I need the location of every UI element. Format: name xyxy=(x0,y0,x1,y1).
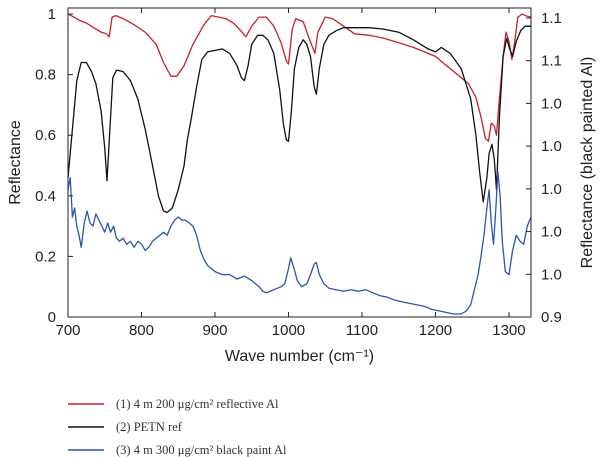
y2-tick-label: 1.0 xyxy=(541,138,562,155)
legend-label-1: (1) 4 m 200 μg/cm² reflective Al xyxy=(116,397,279,411)
x-tick-label: 1300 xyxy=(492,322,525,339)
x-tick-label: 700 xyxy=(55,322,80,339)
x-axis-label: Wave number (cm⁻¹) xyxy=(225,348,374,365)
series-line-3 xyxy=(67,170,532,315)
y-tick-label: 0.2 xyxy=(35,248,56,265)
y2-tick-label: 1.0 xyxy=(541,224,562,241)
x-tick-label: 1000 xyxy=(272,322,305,339)
series-line-2 xyxy=(67,25,531,214)
axes: 700 800 900 1000 1100 1200 1300 0 0.2 0.4 0.6 0.8 1 0… xyxy=(35,6,562,339)
y2-tick-label: 1.0 xyxy=(541,95,562,112)
x-tick-label: 1200 xyxy=(419,322,452,339)
y-tick-label: 0.4 xyxy=(35,188,56,205)
legend-label-2: (2) PETN ref xyxy=(116,420,183,434)
plot-lines xyxy=(67,13,532,315)
plot-frame xyxy=(67,7,532,318)
y-tick-label: 0 xyxy=(48,309,56,326)
y2-tick-label: 1.0 xyxy=(541,181,562,198)
y2-axis-label: Reflectance (black painted Al) xyxy=(579,57,596,269)
x-tick-label: 900 xyxy=(202,322,227,339)
legend-label-3: (3) 4 m 300 μg/cm² black paint Al xyxy=(116,443,287,457)
x-tick-label: 800 xyxy=(129,322,154,339)
series-line-1 xyxy=(67,13,532,142)
y-tick-label: 0.6 xyxy=(35,127,56,144)
y2-tick-label: 1.1 xyxy=(541,53,562,70)
y-tick-label: 0.8 xyxy=(35,67,56,84)
y2-tick-label: 1.1 xyxy=(541,10,562,27)
y-tick-label: 1 xyxy=(48,6,56,23)
x-tick-label: 1100 xyxy=(346,322,378,339)
y2-tick-label: 0.9 xyxy=(541,309,562,326)
legend: (1) 4 m 200 μg/cm² reflective Al (2) PETN… xyxy=(68,397,287,457)
y2-tick-label: 1.0 xyxy=(541,266,562,283)
y-axis-label: Reflectance xyxy=(7,120,24,205)
